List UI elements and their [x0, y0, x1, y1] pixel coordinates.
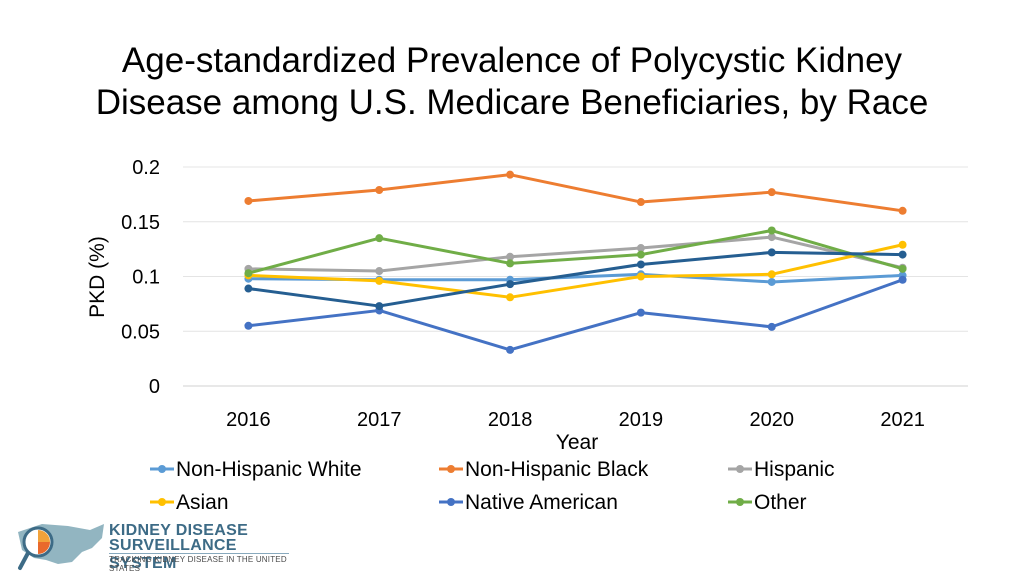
legend-marker [158, 465, 166, 473]
legend-marker [736, 465, 744, 473]
data-point [375, 267, 384, 276]
y-tick-label: 0.15 [121, 212, 160, 234]
legend-marker [158, 498, 166, 506]
data-point [767, 277, 776, 286]
legend-label: Native American [465, 491, 618, 514]
data-point [244, 269, 253, 278]
kdss-logo: KIDNEY DISEASE SURVEILLANCE SYSTEM TRACK… [12, 518, 302, 573]
data-point [506, 170, 515, 179]
chart-title-line1: Age-standardized Prevalence of Polycysti… [121, 41, 903, 80]
series-line [248, 173, 903, 213]
y-tick-label: 0 [149, 376, 160, 398]
series-line [248, 235, 903, 273]
series-non-hispanic-black [244, 170, 907, 215]
data-point [375, 276, 384, 285]
logo-line1: KIDNEY DISEASE [109, 522, 249, 539]
series-other [244, 226, 907, 278]
data-point [767, 248, 776, 257]
data-point [636, 260, 645, 269]
data-point [506, 345, 515, 354]
legend-label: Hispanic [754, 458, 835, 481]
legend-label: Non-Hispanic Black [465, 458, 649, 481]
legend-item: Non-Hispanic Black [439, 458, 649, 481]
x-tick-label: 2019 [619, 409, 664, 431]
legend-item: Hispanic [728, 458, 835, 481]
legend-item: Native American [439, 491, 618, 514]
series-line [248, 250, 903, 308]
series-line [248, 229, 904, 275]
data-point [898, 206, 907, 215]
x-axis-label: Year [556, 431, 598, 454]
data-point [506, 293, 515, 302]
legend-marker [447, 465, 455, 473]
logo-line2: SURVEILLANCE SYSTEM [109, 537, 237, 572]
data-point [636, 272, 645, 281]
series-asian [244, 240, 907, 302]
data-point [898, 264, 907, 273]
data-point [244, 284, 253, 293]
legend-item: Non-Hispanic White [150, 458, 362, 481]
data-point [244, 196, 253, 205]
legend-label: Other [754, 491, 807, 514]
legend-label: Asian [176, 491, 229, 514]
chart-title-line2: Disease among U.S. Medicare Beneficiarie… [95, 83, 929, 122]
data-point [767, 226, 776, 235]
data-point [898, 240, 907, 249]
data-point [506, 252, 515, 261]
legend-marker [736, 498, 744, 506]
chart-title: Age-standardized Prevalence of Polycysti… [0, 40, 1024, 124]
series-line [248, 278, 904, 352]
us-map-logo-icon [18, 524, 104, 570]
data-point [375, 302, 384, 311]
x-tick-label: 2018 [488, 409, 533, 431]
data-point [636, 198, 645, 207]
data-point [898, 275, 907, 284]
legend-item: Asian [150, 491, 229, 514]
data-point [767, 322, 776, 331]
y-tick-label: 0.1 [132, 267, 160, 289]
legend-label: Non-Hispanic White [176, 458, 362, 481]
data-point [636, 244, 645, 253]
data-point [636, 308, 645, 317]
data-point [375, 234, 384, 243]
x-tick-label: 2017 [357, 409, 402, 431]
x-tick-label: 2021 [880, 409, 925, 431]
y-tick-label: 0.05 [121, 321, 160, 343]
data-point [898, 250, 907, 259]
x-tick-label: 2016 [226, 409, 271, 431]
data-point [244, 321, 253, 330]
data-point [506, 259, 515, 268]
data-point [636, 250, 645, 259]
data-point [375, 185, 384, 194]
data-point [767, 233, 776, 242]
data-point [506, 280, 515, 289]
x-tick-label: 2020 [750, 409, 795, 431]
legend-marker [447, 498, 455, 506]
y-tick-label: 0.2 [132, 157, 160, 179]
data-point [767, 188, 776, 197]
legend-item: Other [728, 491, 807, 514]
y-axis-label: PKD (%) [86, 236, 109, 318]
data-point [767, 270, 776, 279]
logo-tagline: TRACKING KIDNEY DISEASE IN THE UNITED ST… [109, 555, 287, 573]
series-unlabeled [244, 248, 907, 311]
series-line [248, 243, 903, 299]
